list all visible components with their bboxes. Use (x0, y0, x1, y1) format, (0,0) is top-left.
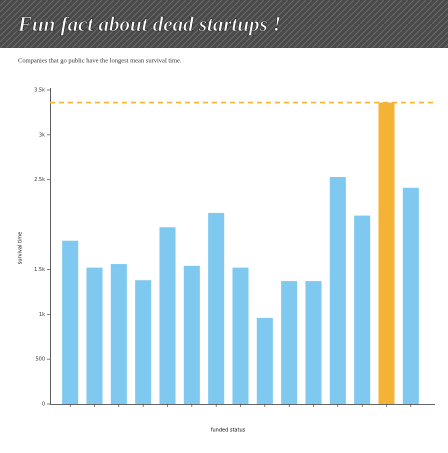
chart-subtitle: Companies that go public have the longes… (18, 57, 182, 64)
bar (378, 102, 395, 404)
y-tick-label: 1k (39, 312, 45, 318)
y-axis-label: survival time (18, 232, 24, 264)
y-tick-label: 3k (39, 132, 45, 138)
bar (305, 281, 322, 404)
bar (62, 240, 79, 404)
bar (402, 187, 419, 404)
bar (110, 264, 127, 404)
bar (159, 227, 176, 404)
bar (354, 215, 371, 404)
bar (183, 265, 200, 404)
bar (135, 280, 152, 404)
bar (329, 177, 346, 404)
bar (232, 267, 249, 404)
title-banner (0, 0, 448, 48)
bar (86, 267, 103, 404)
bar (208, 212, 225, 404)
bar (281, 281, 298, 404)
bar (256, 317, 273, 404)
x-axis-label: funded status (211, 428, 246, 434)
y-tick-label: 0 (42, 402, 45, 408)
y-tick-label: 3.5k (34, 88, 45, 94)
chart-title: Fun fact about dead startups ! (17, 12, 281, 36)
y-tick-label: 2.5k (34, 177, 45, 183)
y-tick-label: 500 (35, 357, 45, 363)
y-tick-label: 1.5k (34, 267, 45, 273)
